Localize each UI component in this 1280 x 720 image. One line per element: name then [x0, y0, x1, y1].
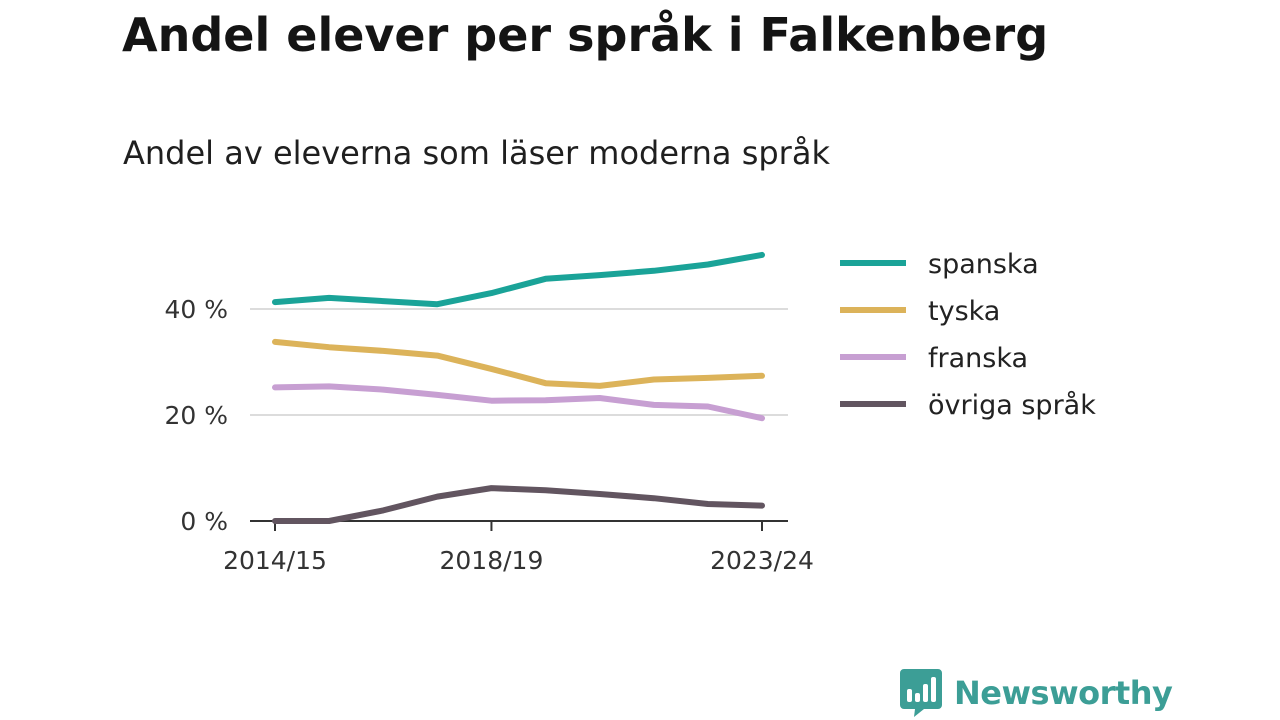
legend-label: franska [928, 343, 1028, 374]
series-line-tyska [272, 338, 765, 389]
y-tick-label: 0 % [180, 507, 228, 536]
legend-label: övriga språk [928, 390, 1096, 421]
y-tick-label: 40 % [164, 295, 228, 324]
chart-subtitle: Andel av eleverna som läser moderna språ… [123, 134, 830, 172]
y-tick-label: 20 % [164, 401, 228, 430]
x-tick-label: 2014/15 [223, 546, 327, 575]
grid-lines [250, 308, 788, 416]
legend-label: tyska [928, 296, 1000, 327]
x-axis-tick-labels: 2014/15 2018/19 2023/24 [223, 546, 814, 575]
chart-title: Andel elever per språk i Falkenberg [122, 8, 1049, 62]
x-tick-label: 2023/24 [710, 546, 814, 575]
x-tick-label: 2018/19 [440, 546, 544, 575]
series-line-spanska [272, 251, 765, 308]
bar-chart-speech-bubble-icon [900, 669, 942, 717]
brand-name: Newsworthy [954, 674, 1173, 712]
legend: spanska tyska franska övriga språk [840, 249, 1096, 421]
legend-label: spanska [928, 249, 1039, 280]
series-line-övriga-språk [272, 485, 765, 524]
series-line-franska [272, 383, 765, 422]
series-lines [272, 251, 765, 524]
brand-logo: Newsworthy [900, 668, 1173, 718]
y-axis-tick-labels: 0 % 20 % 40 % [164, 295, 228, 536]
